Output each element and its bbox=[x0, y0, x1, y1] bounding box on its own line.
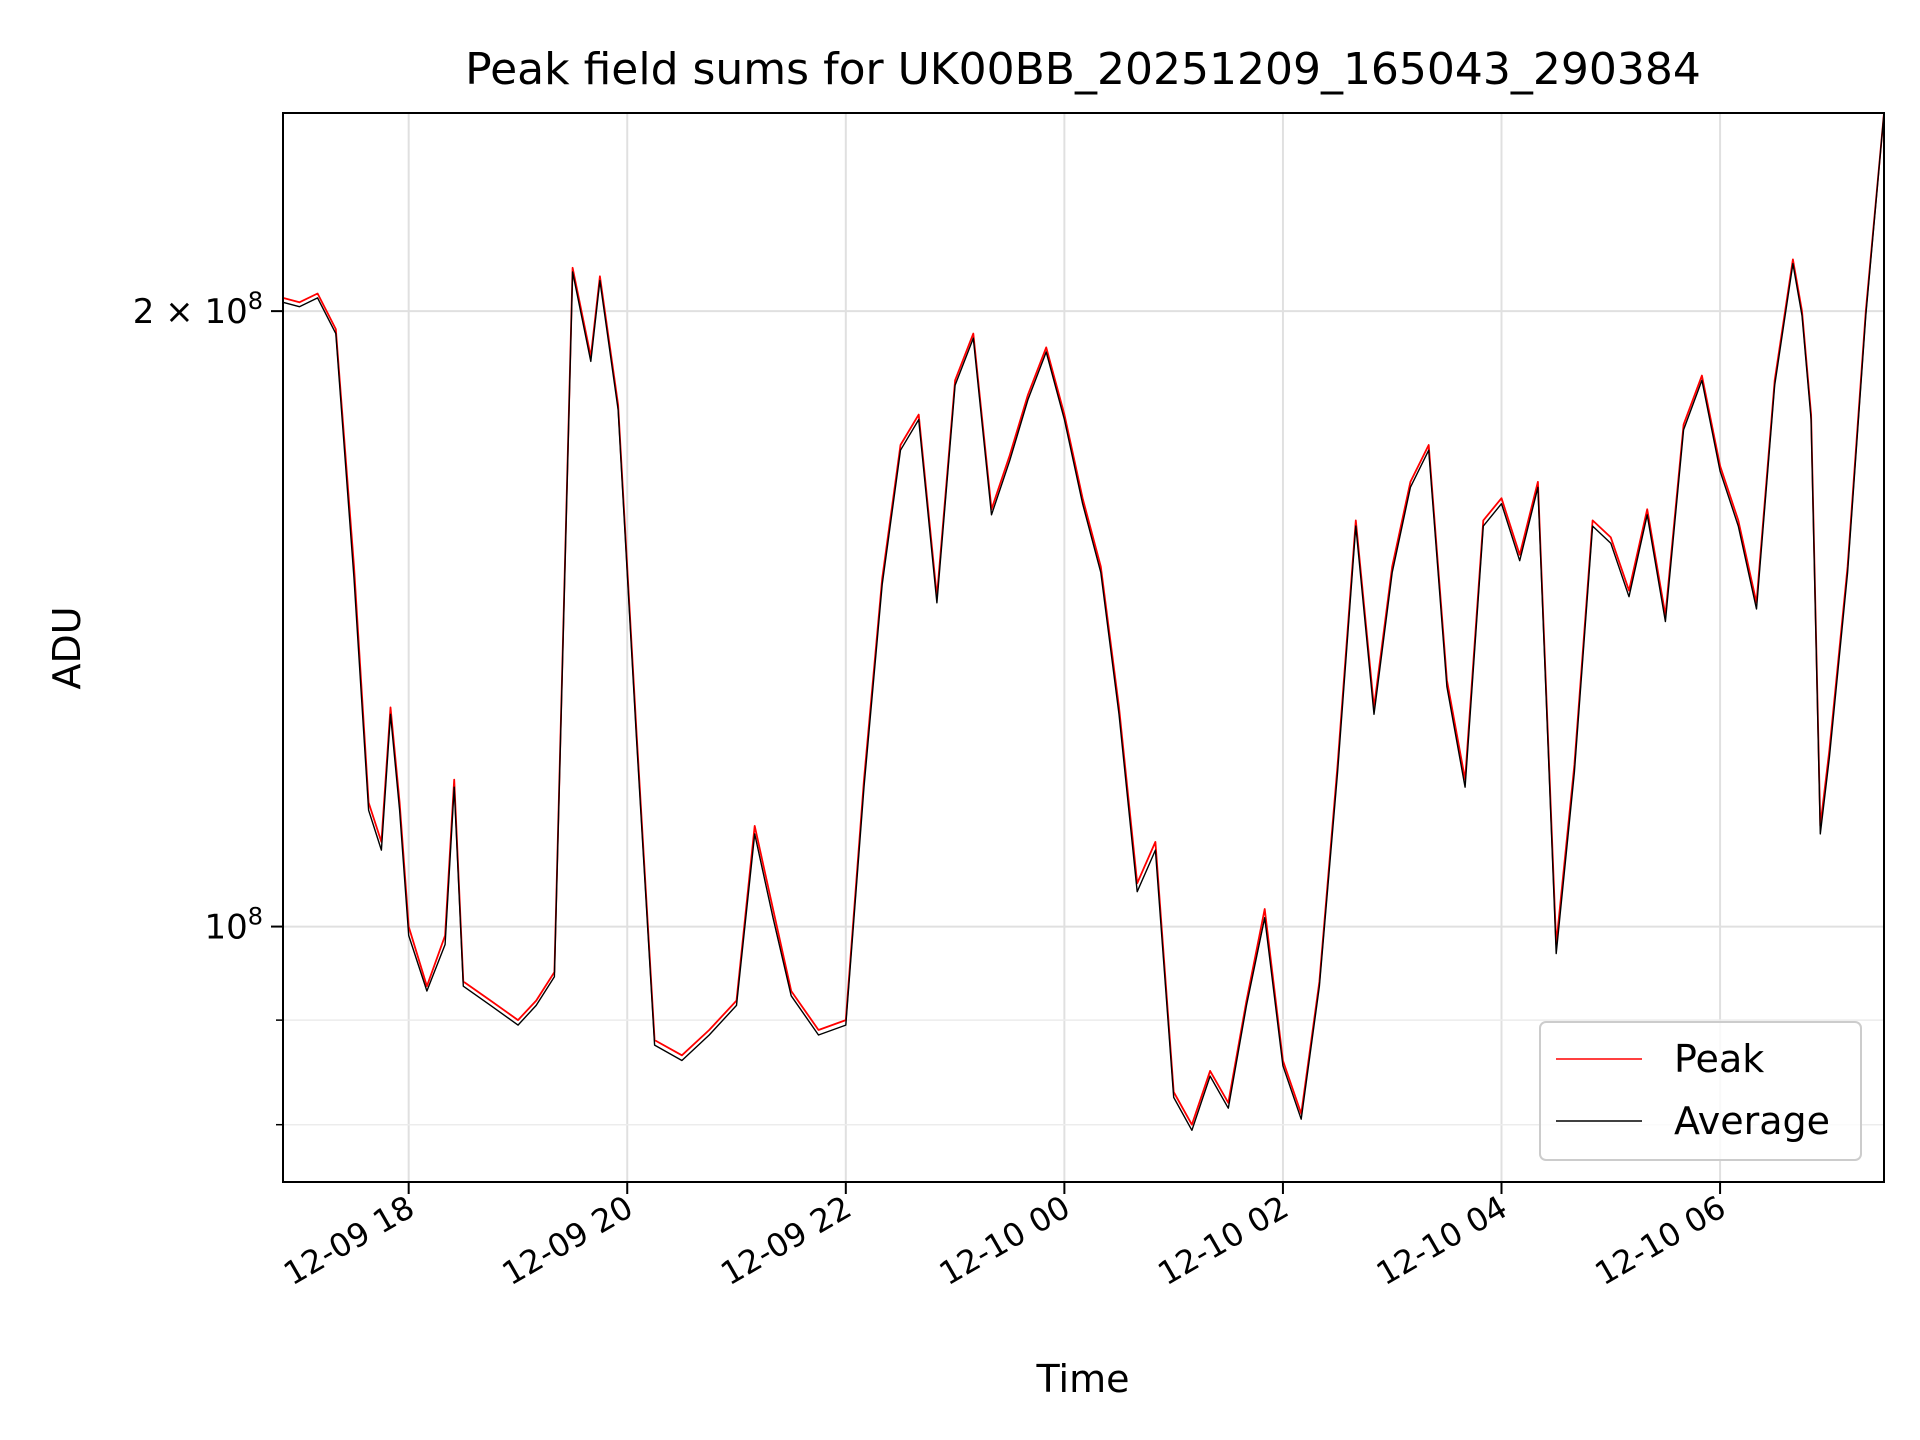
y-tick-label: 108 bbox=[204, 903, 263, 948]
x-axis-label: Time bbox=[1036, 1357, 1130, 1401]
y-axis-label: ADU bbox=[45, 606, 89, 689]
y-tick-label-exponent: 8 bbox=[248, 287, 263, 315]
y-tick-label-exponent: 8 bbox=[248, 903, 263, 931]
y-tick-label-base: 2 × 10 bbox=[133, 292, 248, 332]
legend-label-peak: Peak bbox=[1674, 1037, 1764, 1081]
chart-title: Peak field sums for UK00BB_20251209_1650… bbox=[465, 44, 1701, 95]
legend-label-average: Average bbox=[1674, 1099, 1830, 1143]
plot-frame bbox=[282, 112, 1885, 1183]
series-line-peak bbox=[282, 112, 1885, 1126]
series-line-average bbox=[282, 112, 1885, 1131]
series-layer bbox=[282, 112, 1885, 1131]
y-tick-label-base: 10 bbox=[204, 908, 247, 948]
legend: Peak Average bbox=[1539, 1021, 1862, 1161]
y-tick-label: 2 × 108 bbox=[133, 287, 263, 332]
legend-box bbox=[1539, 1021, 1862, 1161]
